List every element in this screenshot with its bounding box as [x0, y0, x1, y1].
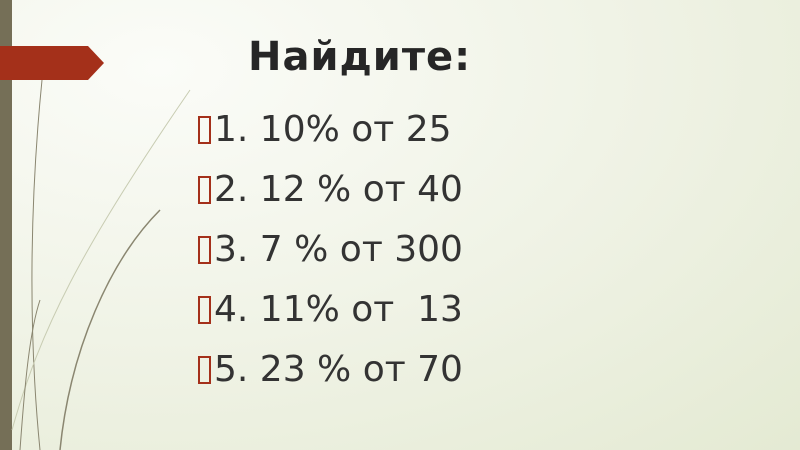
slide-title: Найдите:	[248, 34, 472, 80]
bullet-icon	[198, 116, 211, 144]
list-item: 1. 10% от 25	[198, 100, 463, 160]
bullet-icon	[198, 296, 211, 324]
bullet-icon	[198, 356, 211, 384]
list-item: 3. 7 % от 300	[198, 220, 463, 280]
list-item: 4. 11% от 13	[198, 280, 463, 340]
side-bar	[0, 0, 12, 450]
title-banner	[0, 46, 104, 80]
bullet-icon	[198, 176, 211, 204]
item-text: 1. 10% от 25	[214, 109, 452, 150]
item-text: 2. 12 % от 40	[214, 169, 463, 210]
list-item: 5. 23 % от 70	[198, 340, 463, 400]
item-text: 3. 7 % от 300	[214, 229, 463, 270]
item-text: 5. 23 % от 70	[214, 349, 463, 390]
bullet-icon	[198, 236, 211, 264]
task-list: 1. 10% от 25 2. 12 % от 40 3. 7 % от 300…	[198, 100, 463, 400]
list-item: 2. 12 % от 40	[198, 160, 463, 220]
item-text: 4. 11% от 13	[214, 289, 463, 330]
